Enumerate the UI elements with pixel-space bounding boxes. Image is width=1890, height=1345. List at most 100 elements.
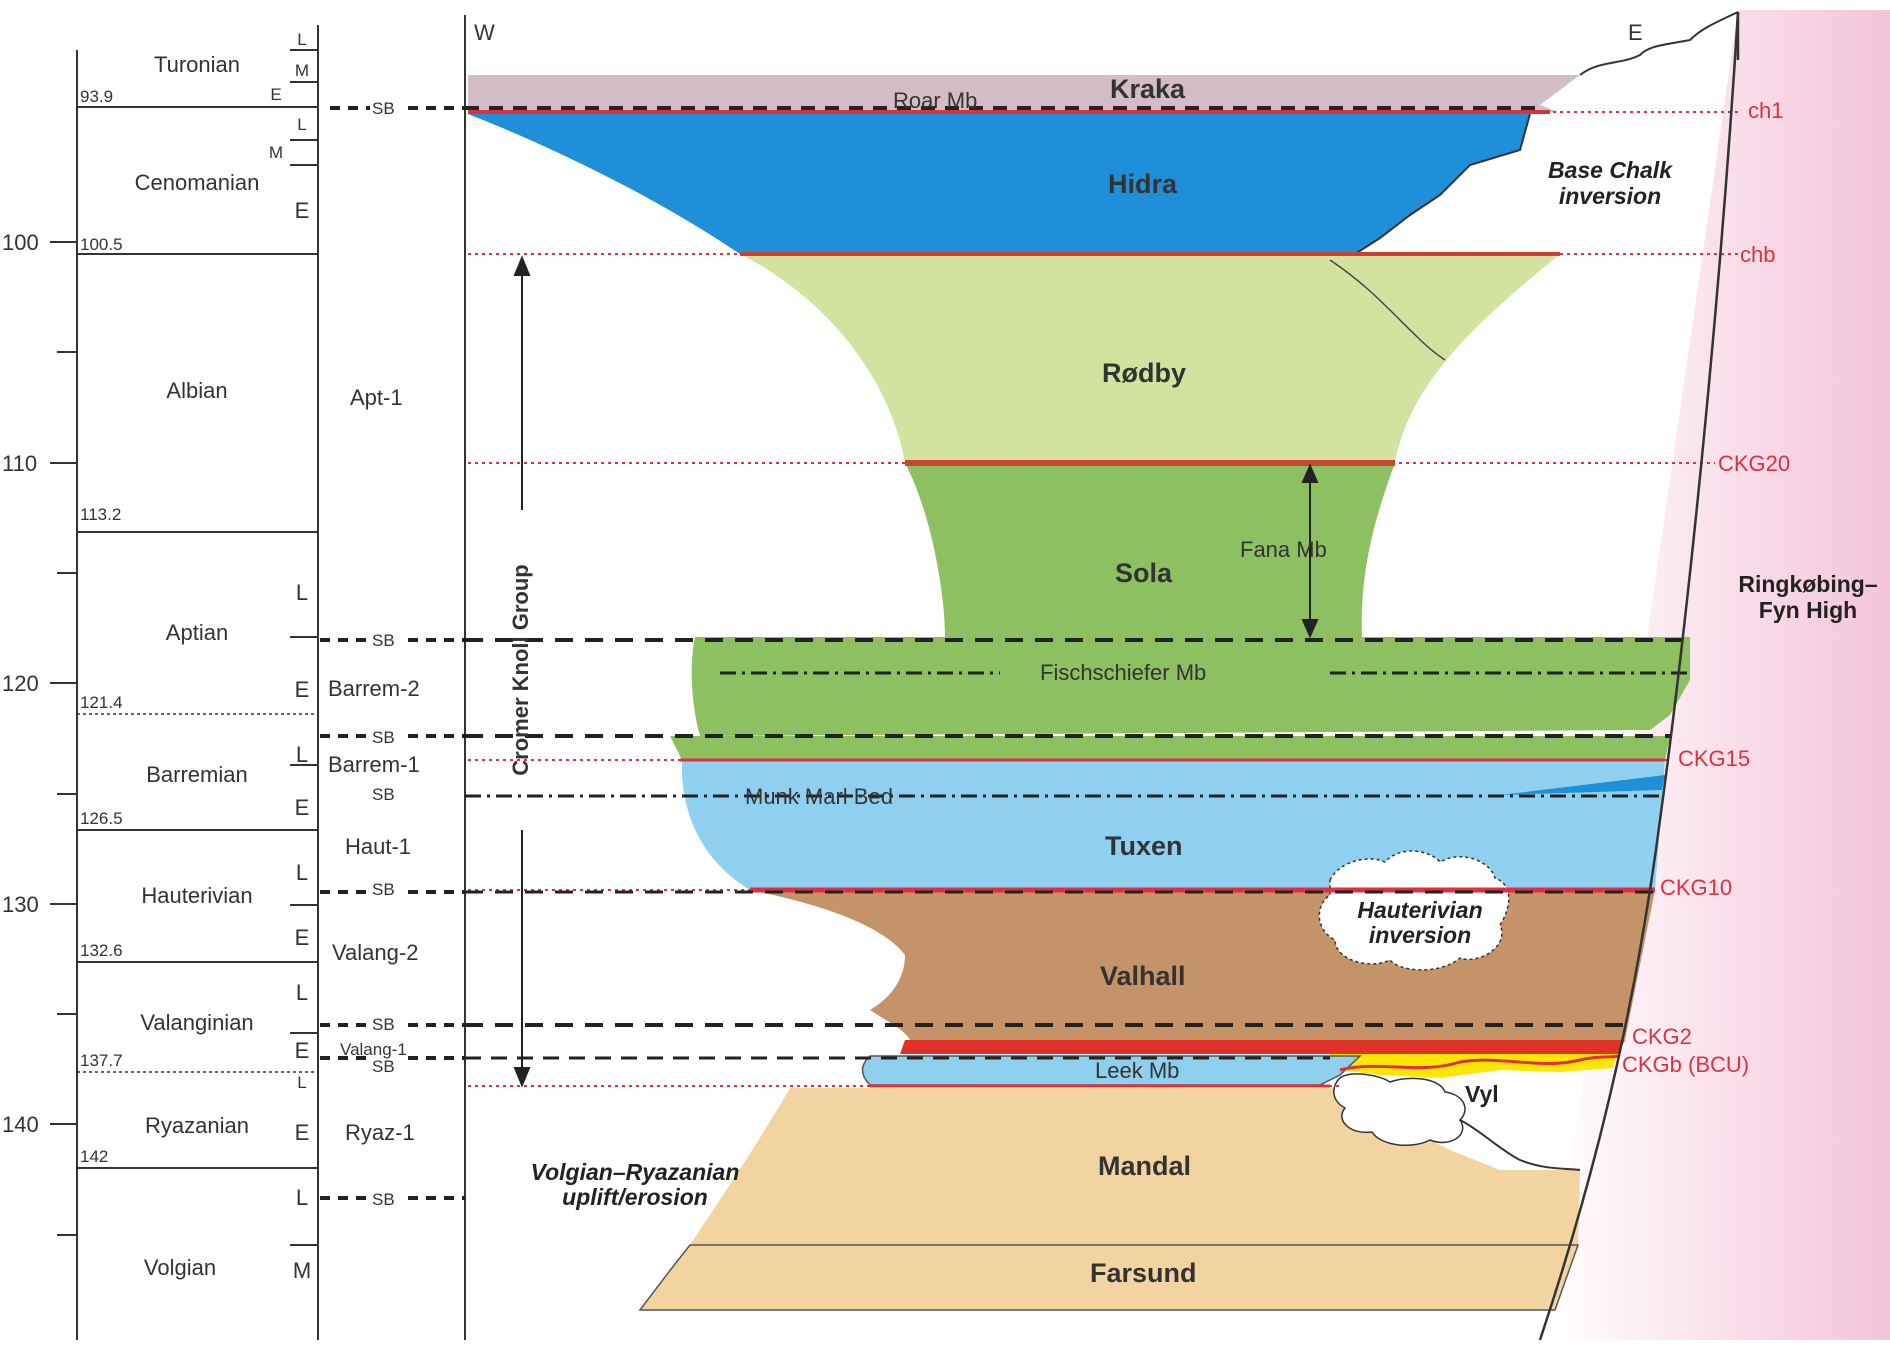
age-tick: 100 [2,230,39,255]
svg-text:E: E [295,1120,310,1145]
munk-marl-wedge [1500,775,1665,795]
horizon-ckg10: CKG10 [1660,875,1732,900]
unit-rodby [740,254,1560,463]
svg-text:L: L [296,580,308,605]
seq-ryaz-1: Ryaz-1 [345,1120,415,1145]
label-sola: Sola [1115,558,1173,588]
seq-apt-1: Apt-1 [350,385,403,410]
age-axis: 100 110 120 130 140 93.9 100.5 113.2 121… [2,87,123,1166]
boundary-age: 137.7 [80,1051,123,1070]
age-tick: 140 [2,1112,39,1137]
svg-text:L: L [296,980,308,1005]
age-tick: 130 [2,892,39,917]
time-column [50,15,466,1340]
vyl-wedge [1330,1054,1618,1078]
boundary-age: 132.6 [80,941,123,960]
high-label-2: Fyn High [1759,597,1857,623]
age-tick: 120 [2,671,39,696]
svg-text:M: M [269,143,283,162]
base-chalk-label-1: Base Chalk [1548,157,1673,183]
high-flank-line [1538,11,1740,1341]
volg-label-1: Volgian–Ryazanian [531,1159,740,1185]
stage-volgian: Volgian [144,1255,216,1280]
unit-sola [691,463,1690,736]
svg-text:L: L [297,30,306,49]
svg-text:E: E [295,198,310,223]
stage-aptian: Aptian [166,620,228,645]
boundary-age: 121.4 [80,693,123,712]
base-chalk-inversion-surface [1579,11,1739,76]
rodby-fault [1329,259,1446,361]
east-label: E [1628,20,1643,45]
fana-arrow [1301,463,1319,639]
svg-text:E: E [295,1038,310,1063]
boundary-age: 113.2 [80,505,121,524]
unit-tuxen [681,760,1665,890]
svg-text:E: E [270,85,281,104]
unit-kraka [468,75,1580,112]
horizon-ckg2: CKG2 [1632,1024,1692,1049]
volg-label-2: uplift/erosion [562,1184,708,1210]
horizon-ch1: ch1 [1748,98,1783,123]
annotations: Base Chalk inversion Hauterivian inversi… [531,157,1878,1210]
stage-turonian: Turonian [154,52,240,77]
svg-text:L: L [297,115,306,134]
west-label: W [474,20,495,45]
seq-valang-1: Valang-1 [340,1040,407,1059]
seq-haut-1: Haut-1 [345,834,411,859]
horizon-ckg15: CKG15 [1678,746,1750,771]
unit-farsund [638,1244,1580,1311]
boundary-age: 126.5 [80,809,123,828]
seq-barrem-1: Barrem-1 [328,752,420,777]
unit-leek [861,1055,1362,1086]
label-fischschiefer: Fischschiefer Mb [1040,660,1206,685]
svg-text:L: L [296,1185,308,1210]
seq-barrem-2: Barrem-2 [328,676,420,701]
svg-text:SB: SB [372,785,395,804]
sequence-names: Apt-1 Barrem-2 Barrem-1 Haut-1 Valang-2 … [328,385,420,1145]
substage-letters: L M E L M E L E L E L E L E L E L M [269,30,311,1283]
label-rodby: Rødby [1102,358,1186,388]
unit-hidra [468,114,1530,254]
svg-text:L: L [296,742,308,767]
boundary-age: 100.5 [80,235,123,254]
svg-text:SB: SB [372,1015,395,1034]
svg-text:SB: SB [372,1190,395,1209]
label-vyl: Vyl [1465,1081,1499,1107]
label-farsund: Farsund [1090,1258,1197,1288]
cromer-knoll-arrow [513,255,531,1088]
label-roar: Roar Mb [893,88,977,113]
haut-inv-label-2: inversion [1369,922,1471,948]
horizon-ckg20: CKG20 [1718,451,1790,476]
svg-text:E: E [295,925,310,950]
stage-albian: Albian [166,378,227,403]
sequence-boundaries [465,106,1690,1060]
sb-markers: SB SB SB SB SB SB SB SB [320,99,465,1209]
stage-hauterivian: Hauterivian [141,883,252,908]
unit-sola-lower-band [670,736,1670,760]
svg-text:L: L [297,1073,306,1092]
label-valhall: Valhall [1100,961,1186,991]
seq-valang-2: Valang-2 [332,940,418,965]
svg-text:SB: SB [372,1057,395,1076]
unit-labels: Kraka Roar Mb Hidra Rødby Sola Fana Mb F… [745,74,1499,1288]
haut-inv-label-1: Hauterivian [1357,897,1482,923]
stage-barremian: Barremian [146,762,247,787]
unit-valhall [750,890,1655,1040]
label-munk: Munk Marl Bed [745,784,893,809]
svg-text:L: L [296,860,308,885]
svg-text:E: E [295,677,310,702]
east-erosion-lower [1459,1119,1581,1171]
stage-cenomanian: Cenomanian [135,170,260,195]
svg-text:SB: SB [372,880,395,899]
stage-names: Turonian Cenomanian Albian Aptian Barrem… [135,52,260,1280]
svg-text:SB: SB [372,728,395,747]
svg-text:M: M [295,61,309,80]
stage-ryazanian: Ryazanian [145,1113,249,1138]
svg-text:SB: SB [372,631,395,650]
hauterivian-inversion-cloud [1318,850,1510,971]
svg-text:M: M [293,1258,311,1283]
horizon-chb: chb [1740,242,1775,267]
ckg2-band [900,1040,1625,1054]
